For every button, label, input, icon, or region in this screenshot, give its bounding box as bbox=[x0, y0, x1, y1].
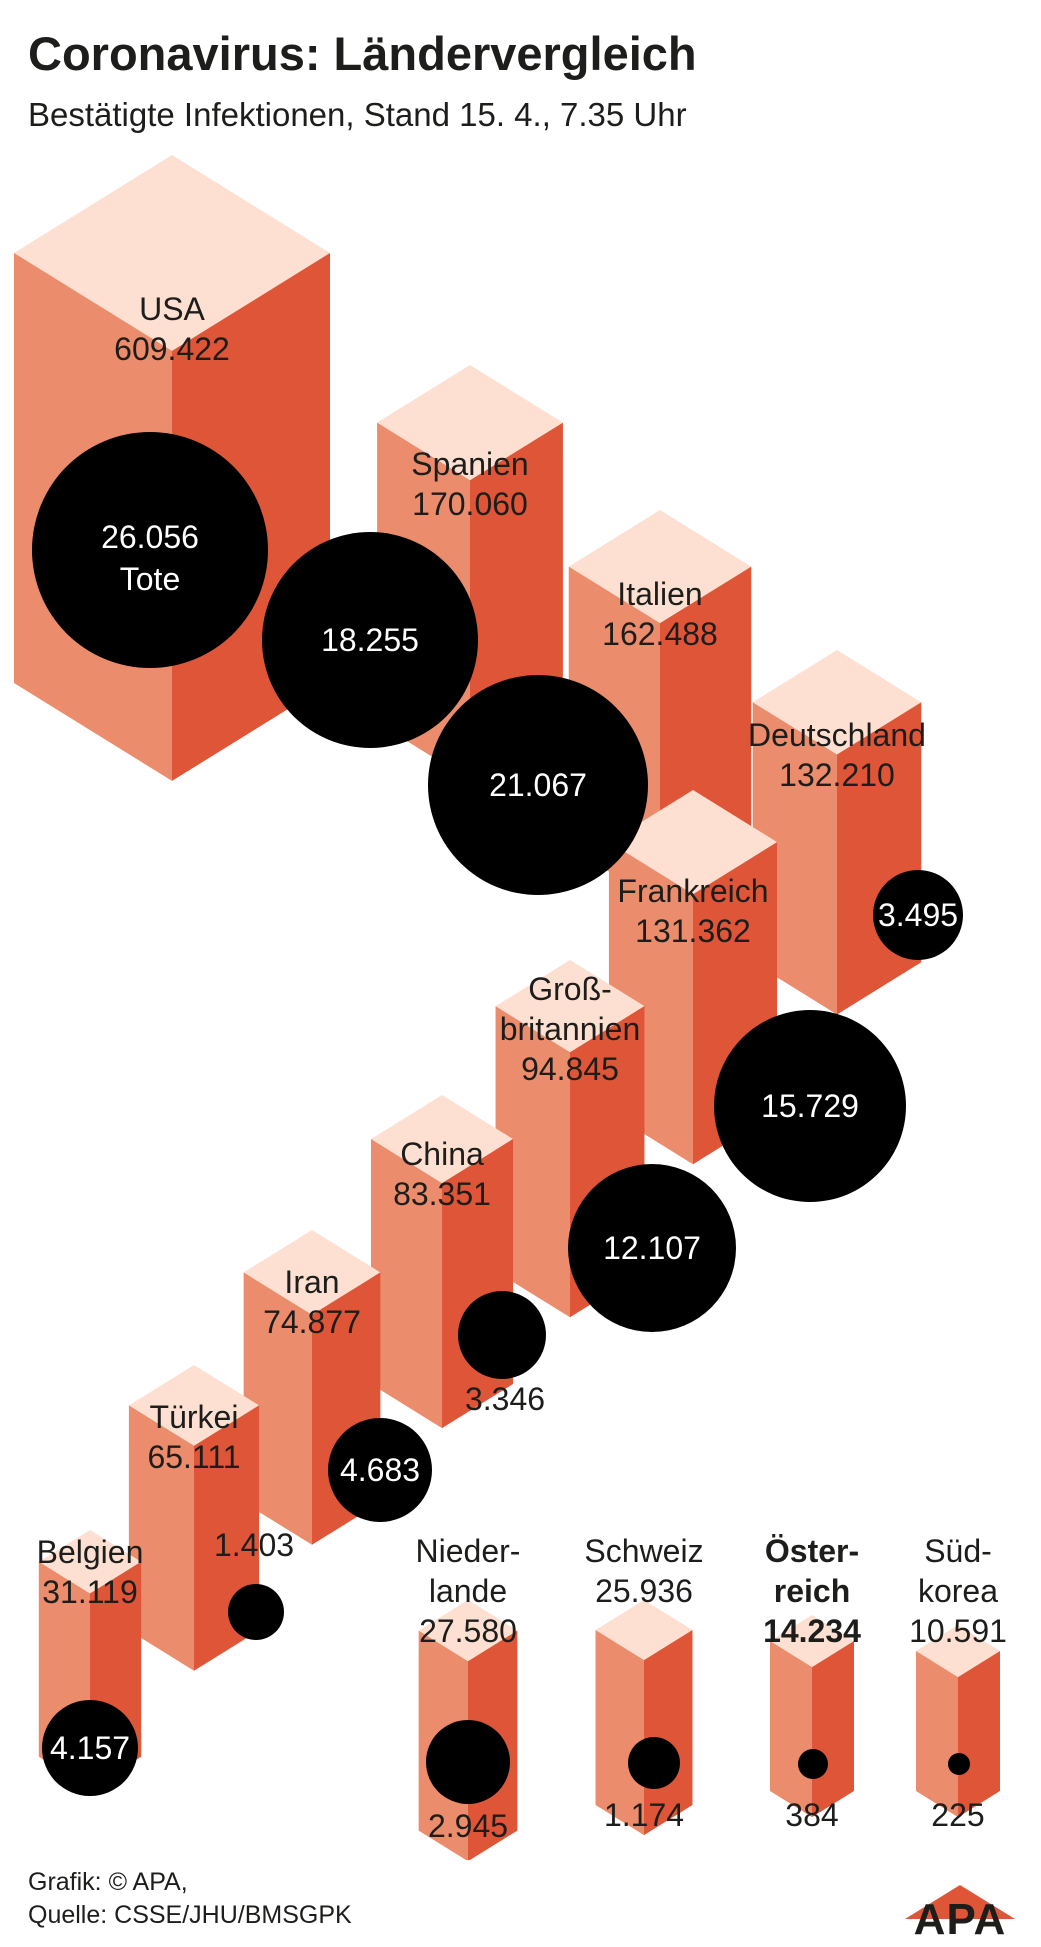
cube-6-left bbox=[495, 1006, 570, 1318]
cube-6-deaths-label: 12.107 bbox=[603, 1230, 701, 1266]
cube-7-deaths-label: 3.346 bbox=[465, 1381, 545, 1417]
cube-5-top bbox=[608, 790, 778, 895]
cube-1-deaths-label: 26.056 bbox=[101, 519, 199, 555]
cube-4-label-2: 132.210 bbox=[779, 757, 895, 793]
cube-3-label-2: 162.488 bbox=[602, 616, 718, 652]
cube-1-top bbox=[14, 155, 330, 351]
chart-title: Coronavirus: Ländervergleich bbox=[28, 27, 697, 80]
cube-13-label-2: reich bbox=[774, 1573, 850, 1609]
cube-8-deaths-circle bbox=[328, 1418, 432, 1522]
cube-13-label-1: Öster- bbox=[765, 1533, 859, 1569]
cube-8-label-1: Iran bbox=[284, 1264, 339, 1300]
cube-13-left bbox=[770, 1641, 812, 1818]
cube-6-label-1: Groß- bbox=[528, 971, 612, 1007]
cube-1-deaths-unit: Tote bbox=[120, 561, 180, 597]
cube-10-deaths-label: 4.157 bbox=[50, 1730, 130, 1766]
cube-6-top bbox=[495, 960, 645, 1053]
cube-5-label-2: 131.362 bbox=[635, 913, 751, 949]
cube-14-label-3: 10.591 bbox=[909, 1613, 1007, 1649]
cube-6-deaths-circle bbox=[568, 1164, 736, 1332]
cube-1-label-1: USA bbox=[139, 291, 205, 327]
cube-14-right bbox=[958, 1651, 1000, 1818]
cube-3-label-1: Italien bbox=[617, 576, 702, 612]
cube-9-left bbox=[128, 1405, 194, 1671]
cube-11-label-3: 27.580 bbox=[419, 1613, 517, 1649]
cube-bubble-chart: USA 609.422 Spanien 170.060 Italien 162.488 De… bbox=[14, 155, 1007, 1860]
apa-logo-arrow bbox=[905, 1885, 1015, 1919]
cube-12-label-1: Schweiz bbox=[584, 1533, 703, 1569]
cube-14-label-1: Süd- bbox=[924, 1533, 992, 1569]
cube-11-label-1: Nieder- bbox=[416, 1533, 521, 1569]
cube-2-deaths-circle bbox=[262, 532, 478, 748]
circles-layer: 26.056 Tote 18.255 21.067 3.495 15.729 12.107 3… bbox=[32, 432, 985, 1844]
cube-2-label-2: 170.060 bbox=[412, 486, 528, 522]
cube-12-deaths-circle bbox=[628, 1737, 680, 1789]
cube-13-top bbox=[770, 1615, 854, 1668]
cube-6-label-3: 94.845 bbox=[521, 1051, 619, 1087]
cube-4-deaths-label: 3.495 bbox=[878, 897, 958, 933]
cube-11-deaths-circle bbox=[426, 1720, 510, 1804]
cube-8-label-2: 74.877 bbox=[263, 1304, 361, 1340]
cube-8-left bbox=[243, 1272, 312, 1545]
cube-14-left bbox=[916, 1651, 958, 1818]
cube-11-deaths-label: 2.945 bbox=[428, 1808, 508, 1844]
cube-2-label-1: Spanien bbox=[411, 446, 528, 482]
source-credit: Grafik: © APA, bbox=[28, 1868, 188, 1896]
cube-9-top bbox=[128, 1365, 260, 1446]
cube-4-label-1: Deutschland bbox=[748, 717, 926, 753]
cube-14-label-2: korea bbox=[918, 1573, 998, 1609]
cube-12-label-2: 25.936 bbox=[595, 1573, 693, 1609]
cube-9-deaths-label: 1.403 bbox=[214, 1527, 294, 1563]
cube-7-deaths-circle bbox=[458, 1291, 546, 1379]
source-reference: Quelle: CSSE/JHU/BMSGPK bbox=[28, 1901, 352, 1929]
cube-12-top bbox=[595, 1600, 693, 1661]
cube-12-deaths-label: 1.174 bbox=[604, 1797, 684, 1833]
cube-12-left bbox=[595, 1630, 644, 1836]
cube-13-deaths-label: 384 bbox=[785, 1797, 838, 1833]
cube-1-label-2: 609.422 bbox=[114, 331, 230, 367]
cube-11-label-2: lande bbox=[429, 1573, 507, 1609]
cube-9-label-2: 65.111 bbox=[147, 1439, 240, 1475]
cube-10-deaths-circle bbox=[42, 1700, 138, 1796]
cube-5-label-1: Frankreich bbox=[617, 873, 768, 909]
cube-7-left bbox=[370, 1139, 442, 1429]
cube-5-deaths-label: 15.729 bbox=[761, 1088, 859, 1124]
cube-13-deaths-circle bbox=[798, 1749, 828, 1779]
apa-logo: APA bbox=[905, 1885, 1015, 1935]
apa-logo-text: APA bbox=[914, 1895, 1007, 1935]
cube-7-label-2: 83.351 bbox=[393, 1176, 491, 1212]
cube-5-deaths-circle bbox=[714, 1010, 906, 1202]
cube-13-right bbox=[812, 1641, 854, 1818]
cube-9-deaths-circle bbox=[228, 1584, 284, 1640]
cube-2-deaths-label: 18.255 bbox=[321, 622, 419, 658]
cube-9-label-1: Türkei bbox=[150, 1399, 239, 1435]
source-note: Grafik: © APA, Quelle: CSSE/JHU/BMSGPK bbox=[28, 1866, 352, 1932]
cube-8-deaths-label: 4.683 bbox=[340, 1452, 420, 1488]
cube-7-label-1: China bbox=[400, 1136, 484, 1172]
cube-13-label-3: 14.234 bbox=[763, 1613, 861, 1649]
cube-3-top bbox=[568, 510, 752, 624]
cube-14-top bbox=[916, 1625, 1000, 1678]
chart-subtitle: Bestätigte Infektionen, Stand 15. 4., 7.… bbox=[28, 96, 687, 133]
cube-14-deaths-circle bbox=[948, 1753, 970, 1775]
cube-3-deaths-label: 21.067 bbox=[489, 767, 587, 803]
cube-10-label-2: 31.119 bbox=[42, 1574, 138, 1610]
labels-layer: USA 609.422 Spanien 170.060 Italien 162.488 De… bbox=[37, 291, 1007, 1649]
cube-6-label-2: britannien bbox=[500, 1011, 641, 1047]
cube-1-deaths-circle bbox=[32, 432, 268, 668]
cube-4-deaths-circle bbox=[873, 870, 963, 960]
cube-14-deaths-label: 225 bbox=[931, 1797, 984, 1833]
cube-10-label-1: Belgien bbox=[37, 1534, 144, 1570]
cube-3-deaths-circle bbox=[428, 675, 648, 895]
